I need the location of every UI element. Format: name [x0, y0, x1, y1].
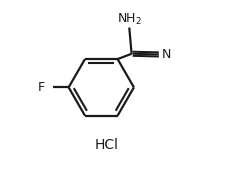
Text: NH$_2$: NH$_2$: [117, 12, 142, 27]
Text: F: F: [38, 81, 45, 94]
Text: HCl: HCl: [95, 138, 119, 152]
Text: N: N: [161, 48, 171, 61]
